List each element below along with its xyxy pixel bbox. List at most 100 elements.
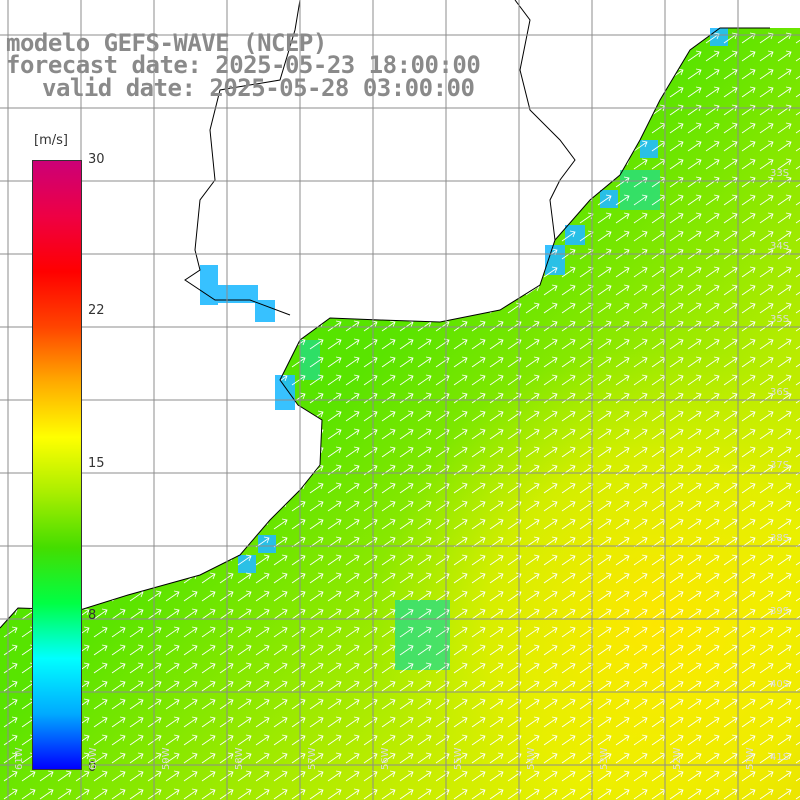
- wind-arrow: [471, 698, 486, 710]
- wind-arrow: [237, 752, 252, 764]
- wind-arrow: [381, 176, 396, 188]
- wind-arrow: [3, 356, 18, 368]
- wind-arrow: [111, 338, 126, 350]
- wind-arrow: [525, 518, 540, 530]
- wind-arrow: [795, 482, 800, 494]
- wind-arrow: [741, 284, 756, 296]
- wind-arrow: [255, 608, 270, 620]
- wind-arrow: [561, 500, 576, 512]
- wind-arrow: [309, 590, 324, 602]
- wind-arrow: [615, 734, 630, 746]
- wind-arrow: [58, 15, 71, 25]
- wind-arrow: [111, 122, 126, 134]
- wind-arrow: [723, 446, 738, 458]
- wind-arrow: [723, 338, 738, 350]
- lon-label-51w: 51W: [745, 747, 756, 770]
- wind-arrow: [543, 608, 558, 620]
- wind-arrow: [705, 284, 720, 296]
- wind-arrow: [363, 338, 378, 350]
- wind-arrow: [543, 680, 558, 692]
- wind-arrow: [687, 554, 702, 566]
- wind-arrow: [237, 698, 252, 710]
- wind-arrow: [741, 716, 756, 728]
- wind-arrow: [291, 734, 306, 746]
- wind-arrow: [363, 572, 378, 584]
- wind-arrow: [741, 482, 756, 494]
- wind-arrow: [165, 266, 180, 278]
- wind-arrow: [111, 626, 126, 638]
- wind-arrow: [597, 680, 612, 692]
- wind-arrow: [327, 122, 342, 134]
- wind-arrow: [363, 734, 378, 746]
- wind-arrow: [777, 554, 792, 566]
- wind-arrow: [615, 572, 630, 584]
- wind-arrow: [381, 122, 396, 134]
- wind-arrow: [561, 734, 576, 746]
- wind-arrow: [363, 644, 378, 656]
- wind-arrow: [525, 410, 540, 422]
- wind-arrow: [111, 752, 126, 764]
- wind-arrow: [471, 122, 486, 134]
- wind-arrow: [255, 734, 270, 746]
- wind-arrow: [561, 608, 576, 620]
- wind-arrow: [255, 266, 270, 278]
- wind-arrow: [3, 446, 18, 458]
- wind-arrow: [489, 212, 504, 224]
- wind-arrow: [399, 554, 414, 566]
- wind-arrow: [471, 410, 486, 422]
- wind-arrow: [759, 356, 774, 368]
- wind-arrow: [309, 788, 324, 800]
- wind-arrow: [633, 518, 648, 530]
- wind-arrow: [183, 338, 198, 350]
- wind-arrow: [669, 590, 684, 602]
- wind-arrow: [777, 140, 792, 152]
- wind-arrow: [237, 680, 252, 692]
- wind-arrow: [453, 590, 468, 602]
- wind-arrow: [363, 554, 378, 566]
- wind-arrow: [255, 194, 270, 206]
- wind-arrow: [525, 374, 540, 386]
- wind-arrow: [687, 518, 702, 530]
- wind-arrow: [525, 158, 540, 170]
- wind-arrow: [561, 446, 576, 458]
- lat-label-39s: 39S: [770, 606, 790, 617]
- wind-arrow: [705, 50, 720, 62]
- wind-arrow: [3, 212, 18, 224]
- wind-arrow: [345, 212, 360, 224]
- wind-arrow: [309, 752, 324, 764]
- wind-arrow: [795, 662, 800, 674]
- wind-arrow: [615, 140, 630, 152]
- wind-arrow: [75, 104, 90, 116]
- wind-arrow: [489, 140, 504, 152]
- wind-arrow: [795, 50, 800, 62]
- wind-arrow: [3, 176, 18, 188]
- wind-arrow: [795, 248, 800, 260]
- wind-arrow: [597, 446, 612, 458]
- wind-arrow: [615, 680, 630, 692]
- wind-arrow: [741, 500, 756, 512]
- wind-arrow: [291, 122, 306, 134]
- wind-arrow: [345, 662, 360, 674]
- wind-arrow: [237, 158, 252, 170]
- wind-arrow: [597, 392, 612, 404]
- wind-arrow: [723, 770, 738, 782]
- wind-arrow: [669, 410, 684, 422]
- wind-arrow: [345, 698, 360, 710]
- wind-arrow: [201, 626, 216, 638]
- wind-arrow: [669, 662, 684, 674]
- wind-arrow: [399, 500, 414, 512]
- wind-arrow: [687, 158, 702, 170]
- wind-arrow: [471, 446, 486, 458]
- wind-arrow: [597, 266, 612, 278]
- wind-arrow: [795, 680, 800, 692]
- wind-arrow: [255, 500, 270, 512]
- wind-arrow: [687, 50, 702, 62]
- wind-arrow: [165, 122, 180, 134]
- wind-arrow: [633, 662, 648, 674]
- wind-arrow: [399, 446, 414, 458]
- wind-arrow: [543, 374, 558, 386]
- colorbar-unit: [m/s]: [34, 133, 68, 148]
- wind-arrow: [76, 15, 89, 25]
- wind-arrow: [633, 572, 648, 584]
